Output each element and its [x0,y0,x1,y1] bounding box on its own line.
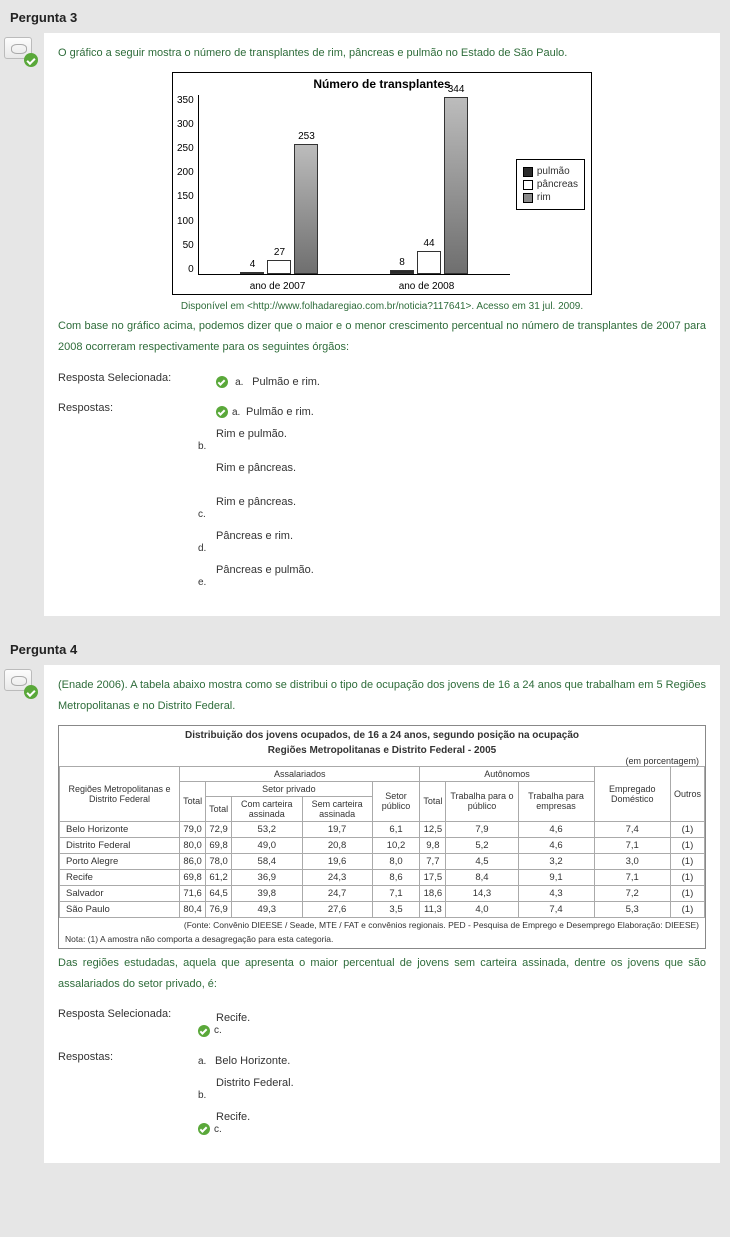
col-trabalha-empresas: Trabalha para empresas [518,781,594,821]
check-icon [216,406,228,418]
transplant-chart: Número de transplantes 35030025020015010… [172,72,592,295]
question-4-title: Pergunta 4 [10,642,720,657]
question-4-stem: (Enade 2006). A tabela abaixo mostra com… [58,675,706,717]
col-outros: Outros [670,766,704,821]
col-setor-privado: Setor privado [206,781,373,796]
question-3-body: O gráfico a seguir mostra o número de tr… [44,33,720,616]
check-icon [216,376,228,388]
question-4-followup: Das regiões estudadas, aquela que aprese… [58,953,706,995]
col-total-auton: Total [420,781,446,821]
answer-option[interactable]: a. Belo Horizonte. [198,1055,706,1067]
answer-option[interactable]: Pâncreas e rim.d. [198,530,706,554]
data-table: Regiões Metropolitanas e Distrito Federa… [59,766,705,918]
col-com-carteira: Com carteira assinada [232,796,302,821]
question-3-followup: Com base no gráfico acima, podemos dizer… [58,316,706,358]
answer-option[interactable]: Recife.c. [198,1111,706,1135]
legend-item-pâncreas: pâncreas [523,179,578,190]
question-4: Pergunta 4 (Enade 2006). A tabela abaixo… [0,632,730,1175]
table-row: Salvador71,664,539,824,77,118,614,34,37,… [60,885,705,901]
selected-answer: Recife. c. [198,1012,706,1036]
question-3: Pergunta 3 O gráfico a seguir mostra o n… [0,0,730,628]
chart-y-axis: 350300250200150100500 [177,95,198,275]
chart-source: Disponível em <http://www.folhadaregiao.… [58,301,706,312]
question-3-stem: O gráfico a seguir mostra o número de tr… [58,43,706,64]
table-note: Nota: (1) A amostra não comporta a desag… [59,932,705,948]
answer-option[interactable]: Rim e pulmão.b. [198,428,706,452]
correct-badge-icon [4,37,34,63]
col-sem-carteira: Sem carteira assinada [302,796,372,821]
table-title-1: Distribuição dos jovens ocupados, de 16 … [59,726,705,741]
chart-legend: pulmão pâncreas rim [516,159,585,210]
bar-pâncreas: 27 [267,260,291,274]
legend-item-pulmão: pulmão [523,166,578,177]
bar-rim: 344 [444,97,468,274]
answers-label: Respostas: [58,1051,198,1145]
table-row: Belo Horizonte79,072,953,219,76,112,57,9… [60,821,705,837]
answer-option[interactable]: a.Pulmão e rim. [198,406,706,418]
col-total-assal: Total [180,781,206,821]
table-row: São Paulo80,476,949,327,63,511,34,07,45,… [60,901,705,917]
answers-label: Respostas: [58,402,198,598]
bar-pâncreas: 44 [417,251,441,274]
answer-option[interactable]: Rim e pâncreas.c. [198,496,706,520]
chart-x-axis: ano de 2007ano de 2008 [203,281,591,292]
answer-option[interactable]: Rim e pâncreas. [198,462,706,486]
question-4-body: (Enade 2006). A tabela abaixo mostra com… [44,665,720,1163]
question-3-title: Pergunta 3 [10,10,720,25]
table-row: Distrito Federal80,069,849,020,810,29,85… [60,837,705,853]
bar-rim: 253 [294,144,318,274]
occupation-table: Distribuição dos jovens ocupados, de 16 … [58,725,706,949]
col-empregado-domestico: Empregado Doméstico [594,766,670,821]
selected-answer-label: Resposta Selecionada: [58,372,198,398]
col-group-assalariados: Assalariados [180,766,420,781]
check-icon [198,1025,210,1037]
table-footer: (Fonte: Convênio DIEESE / Seade, MTE / F… [59,918,705,932]
chart-plot-area: 427253 844344 [198,95,510,275]
selected-answer: a. Pulmão e rim. [198,376,706,388]
bar-pulmão: 8 [390,270,414,274]
bar-pulmão: 4 [240,272,264,274]
col-total-priv: Total [206,796,232,821]
col-group-autonomos: Autônomos [420,766,594,781]
table-title-2: Regiões Metropolitanas e Distrito Federa… [59,741,705,756]
legend-item-rim: rim [523,192,578,203]
col-setor-publico: Setor público [372,781,420,821]
col-region: Regiões Metropolitanas e Distrito Federa… [60,766,180,821]
table-row: Recife69,861,236,924,38,617,58,49,17,1(1… [60,869,705,885]
correct-badge-icon [4,669,34,695]
answer-option[interactable]: Distrito Federal.b. [198,1077,706,1101]
table-row: Porto Alegre86,078,058,419,68,07,74,53,2… [60,853,705,869]
col-trabalha-publico: Trabalha para o público [446,781,518,821]
selected-answer-label: Resposta Selecionada: [58,1008,198,1046]
table-unit: (em porcentagem) [59,756,705,766]
check-icon [198,1123,210,1135]
question-4-answers: Resposta Selecionada: Recife. c. Respost… [58,1008,706,1144]
chart-title: Número de transplantes [173,77,591,91]
answer-option[interactable]: Pâncreas e pulmão.e. [198,564,706,588]
question-3-answers: Resposta Selecionada: a. Pulmão e rim. R… [58,372,706,598]
